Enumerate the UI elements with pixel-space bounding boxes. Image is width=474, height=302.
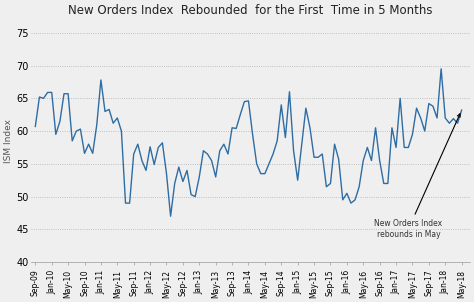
Title: New Orders Index  Rebounded  for the First  Time in 5 Months: New Orders Index Rebounded for the First… bbox=[68, 4, 433, 17]
Y-axis label: ISM Index: ISM Index bbox=[4, 119, 13, 163]
Text: New Orders Index
rebounds in May: New Orders Index rebounds in May bbox=[374, 114, 460, 239]
